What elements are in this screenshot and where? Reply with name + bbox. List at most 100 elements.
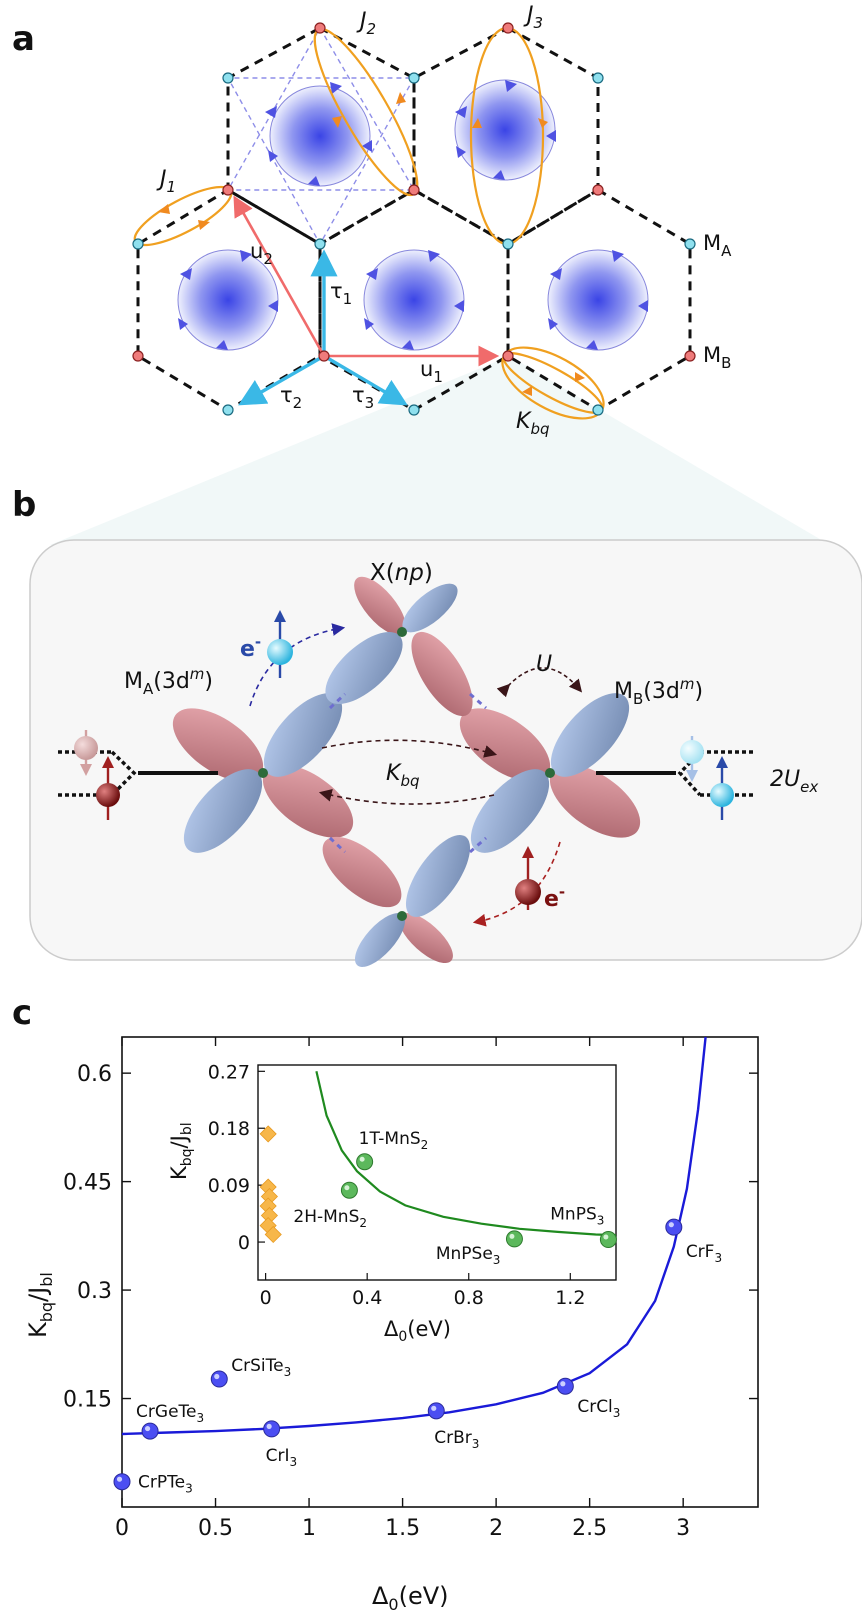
main-ytick-label: 0.6 xyxy=(77,1062,112,1087)
inset-ytick-label: 0 xyxy=(238,1232,250,1254)
svg-text:U: U xyxy=(536,652,552,677)
electron-top xyxy=(267,610,293,678)
lattice-vectors xyxy=(233,195,500,406)
inset-orange-point xyxy=(259,1125,277,1143)
main-data-point xyxy=(141,1422,159,1440)
inset-xtick-label: 0 xyxy=(260,1287,272,1309)
main-point-label: CrGeTe3 xyxy=(136,1402,204,1425)
main-point-highlight xyxy=(116,1476,123,1482)
site-MB xyxy=(684,350,696,362)
main-xtick-label: 2.5 xyxy=(572,1516,607,1541)
kbq-arrow-left xyxy=(318,789,495,805)
inset-xlabel: Δ0(eV) xyxy=(384,1317,451,1345)
hop-arrow-top xyxy=(249,623,346,707)
main-xtick-label: 2 xyxy=(489,1516,503,1541)
panel-b-labels: X(np) MA(3dm) MB(3dm) U Kbq e- e- 2Uex xyxy=(124,560,818,912)
main-xtick-label: 0 xyxy=(115,1516,129,1541)
inset-point-label: 1T-MnS2 xyxy=(359,1129,429,1152)
svg-text:MB(3dm): MB(3dm) xyxy=(614,675,703,708)
sites-MB xyxy=(132,22,696,362)
main-point-label: CrSiTe3 xyxy=(231,1356,291,1379)
svg-text:Kbq: Kbq xyxy=(516,409,549,438)
inset-plot-frame xyxy=(257,1064,617,1281)
site-MA xyxy=(502,238,514,250)
panel-c-label: c xyxy=(12,993,32,1033)
inset-green-point xyxy=(599,1231,617,1249)
site-MB xyxy=(318,350,330,362)
inset-point-highlight xyxy=(344,1185,350,1191)
main-xtick-label: 1 xyxy=(302,1516,316,1541)
level-diagram-left xyxy=(58,730,218,820)
main-point-highlight xyxy=(266,1423,272,1430)
main-plot-frame xyxy=(121,1036,759,1508)
main-point-highlight xyxy=(668,1222,674,1228)
main-xtick-label: 0.5 xyxy=(198,1516,233,1541)
zoom-wedge xyxy=(50,356,830,545)
inset-ylabel: Kbq/Jbl xyxy=(167,1122,195,1180)
main-xtick-label: 1.5 xyxy=(385,1516,420,1541)
exchange-arrowheads xyxy=(158,92,585,396)
main-xtick-label: 3 xyxy=(676,1516,690,1541)
svg-text:τ1: τ1 xyxy=(330,279,352,308)
main-point-highlight xyxy=(144,1425,151,1432)
main-point-label: CrPTe3 xyxy=(138,1473,193,1496)
site-MA xyxy=(222,72,234,84)
svg-text:e-: e- xyxy=(544,883,565,912)
inset-green-point xyxy=(505,1230,523,1248)
inset-point-label: 2H-MnS2 xyxy=(293,1207,367,1230)
svg-text:MA(3dm): MA(3dm) xyxy=(124,665,213,698)
svg-text:u1: u1 xyxy=(420,357,443,386)
svg-text:X(np): X(np) xyxy=(370,560,433,586)
site-MA xyxy=(132,238,144,250)
main-point-label: CrI3 xyxy=(266,1446,298,1469)
inset-point-label: MnPS3 xyxy=(550,1205,604,1228)
svg-text:e-: e- xyxy=(240,633,261,662)
honeycomb-lattice xyxy=(136,26,692,412)
orbital-MA xyxy=(172,693,354,853)
svg-text:Kbq: Kbq xyxy=(386,761,419,790)
main-ytick-label: 0.3 xyxy=(77,1279,112,1304)
main-data-point xyxy=(113,1473,131,1491)
inset-fit-curve xyxy=(315,1071,617,1237)
spin-arrows xyxy=(178,80,648,350)
main-data-point xyxy=(210,1370,228,1388)
sites-MA xyxy=(132,72,696,416)
u-arrow xyxy=(496,667,583,698)
svg-text:τ3: τ3 xyxy=(352,383,374,412)
inset-point-highlight xyxy=(359,1156,365,1162)
main-point-label: CrBr3 xyxy=(434,1428,479,1451)
hop-arrow-bottom xyxy=(472,841,561,927)
inset-point-label: MnPSe3 xyxy=(436,1244,501,1267)
site-MB xyxy=(222,184,234,196)
inset-chart: 0 0.4 0.8 1.2 0 0.09 0.18 0.27 2H-MnS2 1T-MnS2 MnP… xyxy=(208,1061,617,1309)
svg-text:J1: J1 xyxy=(156,167,176,196)
main-xlabel: Δ0(eV) xyxy=(372,1582,449,1610)
inset-green-point xyxy=(340,1181,358,1199)
inset-orange-point xyxy=(264,1225,282,1244)
bonds xyxy=(328,692,487,854)
site-MA xyxy=(592,72,604,84)
main-point-highlight xyxy=(214,1373,220,1380)
site-MA xyxy=(314,238,326,250)
svg-text:MB: MB xyxy=(703,343,731,372)
inset-point-highlight xyxy=(603,1234,609,1240)
site-MA xyxy=(408,72,420,84)
electron-bottom xyxy=(515,846,541,910)
panel-b-label: b xyxy=(12,485,36,525)
inset-ytick-label: 0.18 xyxy=(208,1118,250,1140)
orbital-MB xyxy=(459,693,641,853)
site-MB xyxy=(408,184,420,196)
inset-point-highlight xyxy=(509,1233,515,1239)
kbq-arrow-right xyxy=(321,739,498,758)
site-MB xyxy=(502,22,514,34)
site-MB xyxy=(314,22,326,34)
svg-text:2Uex: 2Uex xyxy=(770,767,818,796)
inset-ytick-label: 0.09 xyxy=(208,1175,250,1197)
orbital-X-bottom xyxy=(322,835,471,967)
main-chart: 0 0.5 1 1.5 2 2.5 3 0.15 0.3 0.45 0.6 CrPTe3 CrGeTe3… xyxy=(63,1036,759,1541)
main-data-point xyxy=(665,1218,683,1236)
main-data-point xyxy=(556,1377,574,1395)
site-MA xyxy=(684,238,696,250)
panel-a-label: a xyxy=(12,19,35,59)
next-neighbor-star xyxy=(226,26,416,246)
